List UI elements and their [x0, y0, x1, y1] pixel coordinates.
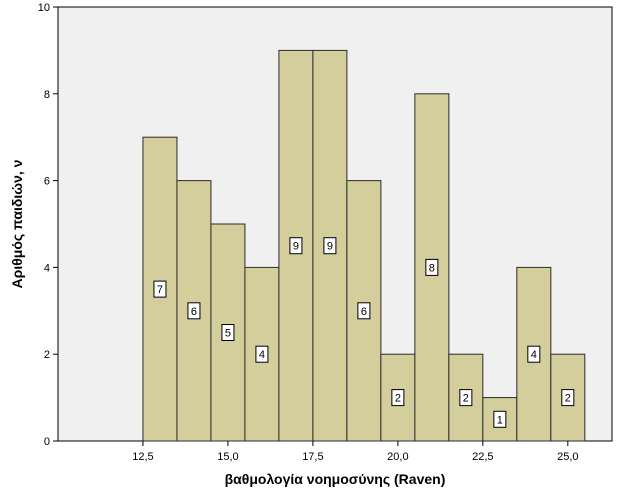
x-tick-label: 17,5: [302, 451, 323, 463]
x-tick-label: 22,5: [472, 451, 493, 463]
data-label-1: 7: [153, 280, 167, 298]
data-label-5: 9: [289, 237, 303, 255]
data-label-box: [425, 258, 439, 276]
y-tick-label: 0: [44, 436, 50, 448]
data-label-6: 9: [323, 237, 337, 255]
data-label-value: 9: [327, 241, 333, 253]
y-axis: 0 2 4 6 8 10: [38, 2, 58, 448]
data-label-7: 6: [357, 302, 371, 320]
x-tick-label: 12,5: [132, 451, 153, 463]
data-label-11: 1: [493, 410, 507, 428]
data-label-box: [493, 410, 507, 428]
y-axis-title: Αριθμός παιδιών, ν: [9, 159, 25, 288]
data-label-value: 8: [429, 262, 435, 274]
data-label-box: [391, 389, 405, 407]
data-label-box: [561, 389, 575, 407]
data-label-9: 8: [425, 258, 439, 276]
data-label-value: 9: [293, 241, 299, 253]
data-label-12: 4: [527, 345, 541, 363]
y-tick-label: 6: [44, 176, 50, 188]
data-label-value: 6: [361, 306, 367, 318]
data-label-box: [459, 389, 473, 407]
x-tick-label: 15,0: [217, 451, 238, 463]
x-tick-label: 25,0: [557, 451, 578, 463]
x-axis: 12,5 15,0 17,5 20,0 22,5 25,0: [132, 441, 579, 463]
y-tick-label: 10: [38, 2, 50, 14]
histogram-bar-7: [346, 180, 382, 442]
data-label-value: 7: [157, 284, 163, 296]
data-label-8: 2: [391, 389, 405, 407]
data-label-value: 1: [497, 414, 503, 426]
data-label-2: 6: [187, 302, 201, 320]
data-label-value: 6: [191, 306, 197, 318]
data-label-value: 2: [565, 393, 571, 405]
data-label-box: [221, 324, 235, 341]
data-label-13: 2: [561, 389, 575, 407]
y-tick-label: 8: [44, 89, 50, 101]
bars-group: [142, 49, 586, 442]
x-axis-title: βαθμολογία νοημοσύνης (Raven): [225, 471, 446, 487]
y-tick-label: 4: [44, 262, 50, 274]
data-label-value: 4: [259, 349, 265, 361]
data-label-value: 4: [531, 349, 537, 361]
y-tick-label: 2: [44, 349, 50, 361]
data-label-value: 2: [463, 393, 469, 405]
x-tick-label: 20,0: [387, 451, 408, 463]
data-label-box: [527, 345, 541, 363]
data-label-value: 2: [395, 393, 401, 405]
data-label-3: 5: [221, 324, 235, 341]
data-label-value: 5: [225, 328, 231, 340]
data-label-box: [255, 345, 269, 363]
histogram-bar-13: [550, 353, 586, 442]
data-label-box: [357, 302, 371, 320]
data-label-box: [187, 302, 201, 320]
data-label-box: [153, 280, 167, 298]
data-label-4: 4: [255, 345, 269, 363]
data-labels-group: 7 6 5 4 9 9 6 2 8 2 1 4 2: [153, 237, 575, 428]
data-label-box: [323, 237, 337, 255]
data-label-box: [289, 237, 303, 255]
data-label-10: 2: [459, 389, 473, 407]
